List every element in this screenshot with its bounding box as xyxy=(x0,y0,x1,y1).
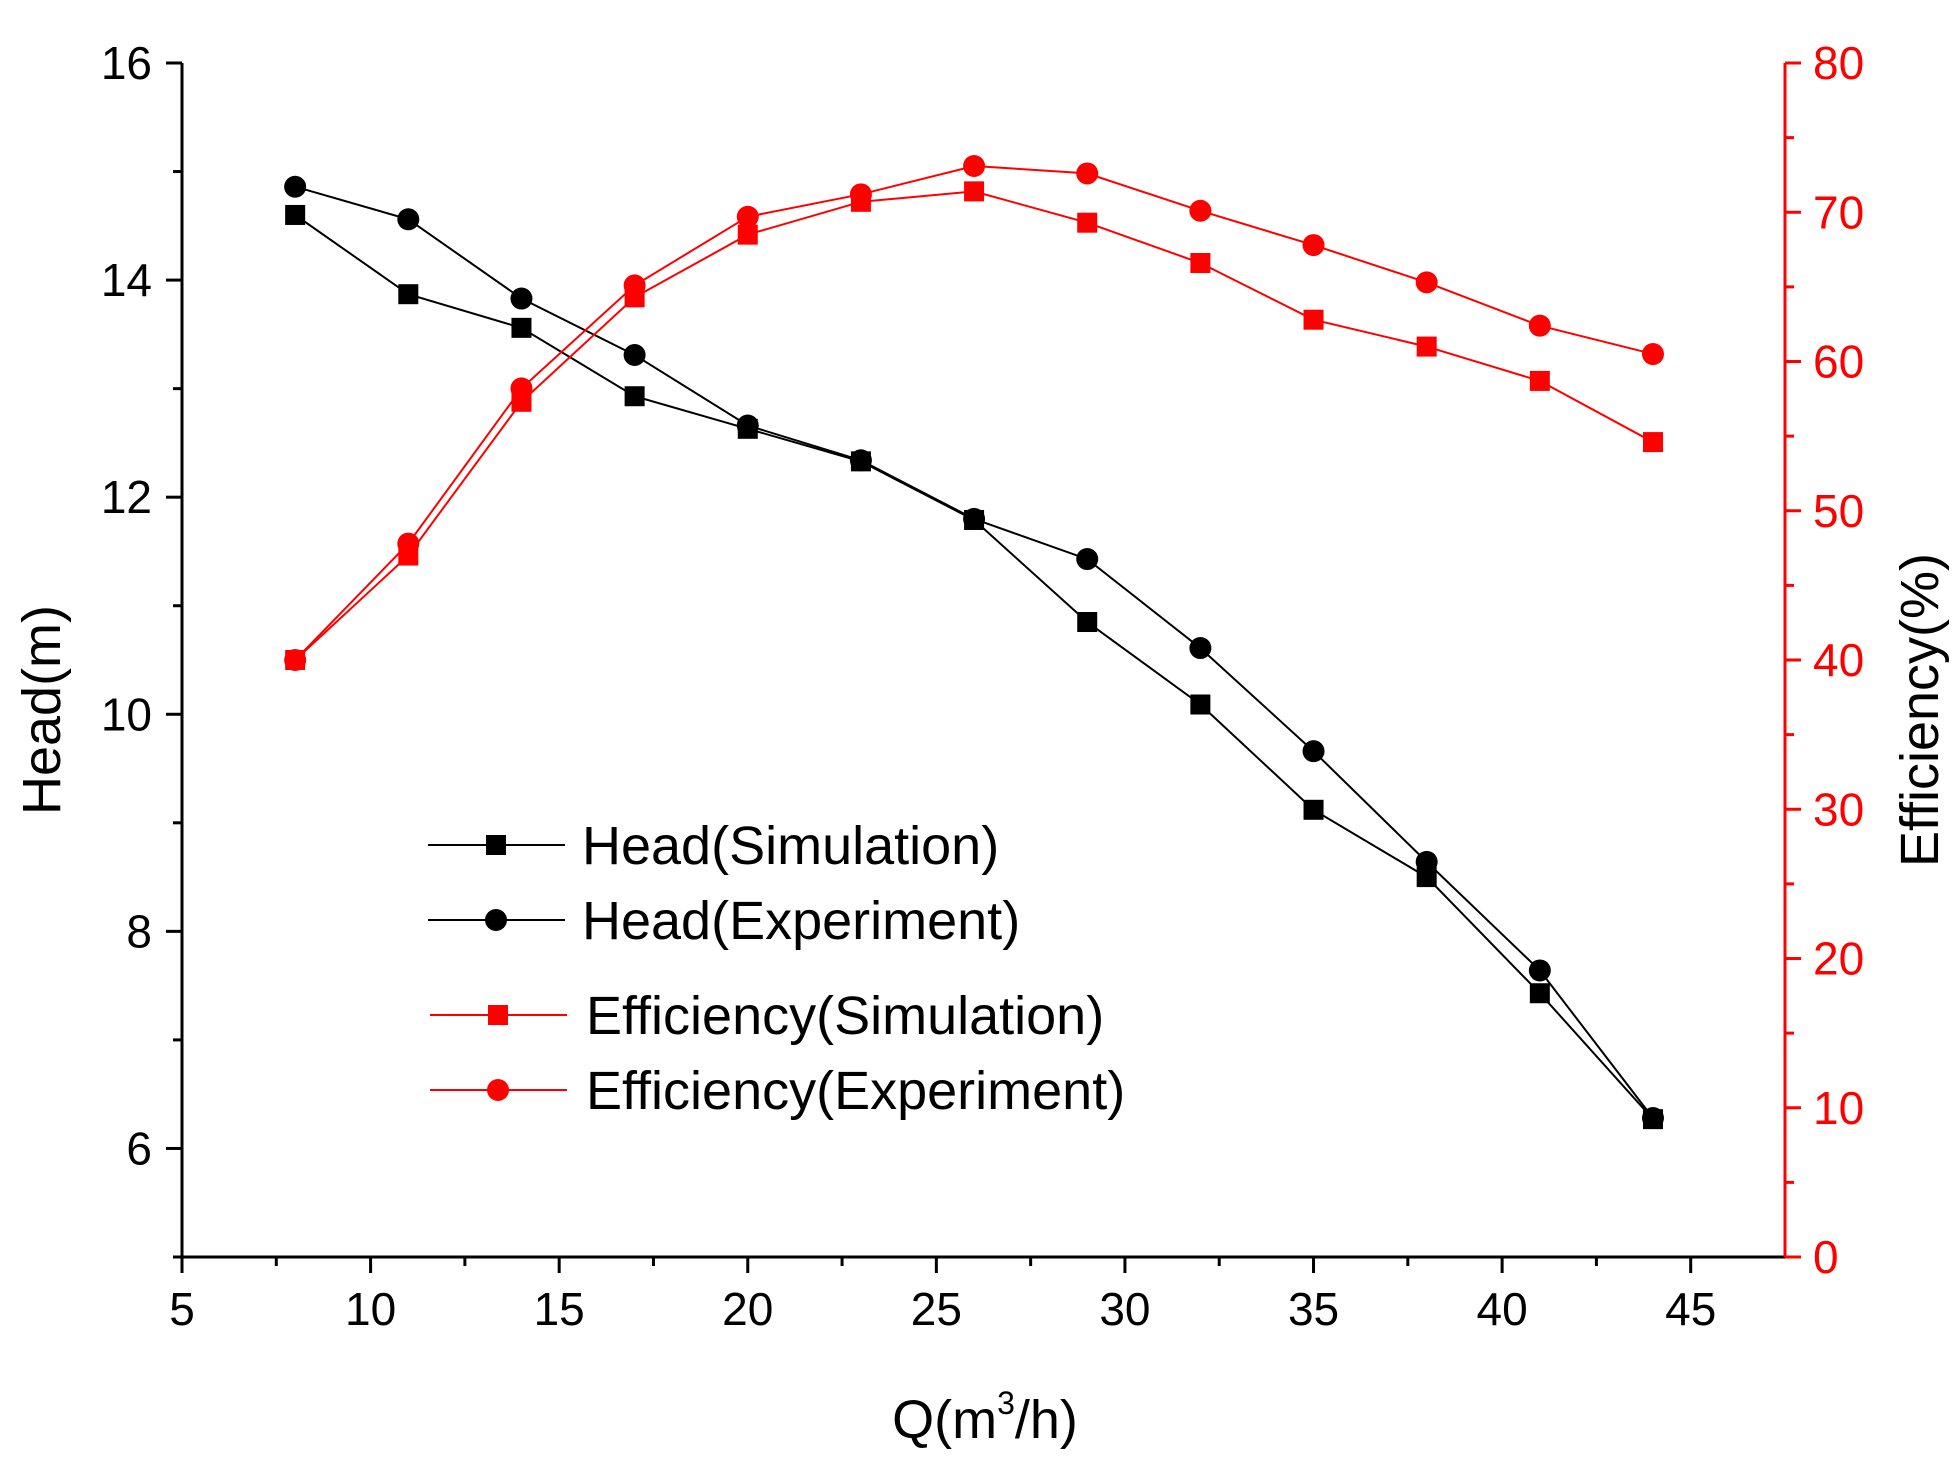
data-point xyxy=(623,274,646,297)
data-point xyxy=(284,175,307,198)
data-point xyxy=(963,507,986,530)
y2-tick-label: 60 xyxy=(1813,336,1864,388)
x-tick-label: 10 xyxy=(345,1283,396,1335)
data-point xyxy=(1190,252,1211,273)
legend-item: Head(Experiment) xyxy=(428,891,1020,951)
series-efficiency-simulation xyxy=(285,181,1663,670)
data-point xyxy=(964,181,985,202)
y-tick-label: 10 xyxy=(101,688,152,740)
ticks: 5 10 15 20 25 30 35 40 45 6 8 10 12 14 16 0 10 20 30 40 50 60… xyxy=(101,37,1864,1335)
data-point xyxy=(1528,314,1551,337)
y-tick-label: 6 xyxy=(126,1122,152,1174)
legend-item: Head(Simulation) xyxy=(428,816,999,876)
series-layer xyxy=(284,154,1664,1130)
legend-marker xyxy=(486,835,506,855)
y-axis-title: Head(m) xyxy=(12,605,72,815)
data-point xyxy=(1076,162,1099,185)
data-point xyxy=(1415,271,1438,294)
data-point xyxy=(1076,548,1099,571)
legend-label: Efficiency(Simulation) xyxy=(586,986,1104,1046)
data-point xyxy=(1642,432,1663,453)
y2-tick-label: 50 xyxy=(1813,485,1864,537)
data-point xyxy=(397,208,420,231)
series-head-experiment xyxy=(284,175,1664,1130)
x-tick-label: 35 xyxy=(1288,1283,1339,1335)
y2-tick-label: 40 xyxy=(1813,634,1864,686)
series-line xyxy=(294,214,1654,1120)
x-tick-label: 40 xyxy=(1477,1283,1528,1335)
data-point xyxy=(1189,637,1212,660)
data-point xyxy=(1077,212,1098,233)
data-point xyxy=(963,154,986,177)
y2-tick-label: 20 xyxy=(1813,933,1864,985)
x-tick-label: 25 xyxy=(911,1283,962,1335)
data-point xyxy=(1189,199,1212,222)
data-point xyxy=(736,205,759,228)
legend-label: Efficiency(Experiment) xyxy=(586,1061,1125,1121)
y2-axis-title: Efficiency(%) xyxy=(1890,553,1950,867)
data-point xyxy=(1641,343,1664,366)
x-axis-title: Q(m3/h) xyxy=(892,1385,1078,1450)
data-point xyxy=(1302,234,1325,257)
data-point xyxy=(510,377,533,400)
data-point xyxy=(1641,1107,1664,1130)
legend-marker xyxy=(488,1005,508,1025)
data-point xyxy=(1529,983,1550,1004)
data-point xyxy=(1415,850,1438,873)
y2-tick-label: 80 xyxy=(1813,37,1864,89)
data-point xyxy=(849,449,872,472)
y-tick-label: 12 xyxy=(101,471,152,523)
data-point xyxy=(1190,694,1211,715)
data-point xyxy=(1416,867,1437,888)
x-tick-label: 30 xyxy=(1099,1283,1150,1335)
x-tick-label: 15 xyxy=(534,1283,585,1335)
data-point xyxy=(736,414,759,437)
series-line xyxy=(294,185,1654,1119)
y2-tick-label: 70 xyxy=(1813,186,1864,238)
data-point xyxy=(623,343,646,366)
data-point xyxy=(511,317,532,338)
data-point xyxy=(1528,959,1551,982)
data-point xyxy=(398,284,419,305)
y2-tick-label: 10 xyxy=(1813,1082,1864,1134)
x-tick-label: 5 xyxy=(169,1283,195,1335)
y-tick-label: 16 xyxy=(101,37,152,89)
legend: Head(Simulation) Head(Experiment) Efficien… xyxy=(428,816,1125,1121)
data-point xyxy=(849,183,872,206)
legend-label: Head(Experiment) xyxy=(582,891,1020,951)
y-tick-label: 8 xyxy=(126,905,152,957)
x-axis-title-superscript: 3 xyxy=(997,1385,1015,1421)
legend-item: Efficiency(Simulation) xyxy=(430,986,1104,1046)
y-tick-label: 14 xyxy=(101,254,152,306)
data-point xyxy=(397,532,420,555)
data-point xyxy=(1303,309,1324,330)
data-point xyxy=(1416,336,1437,357)
legend-marker xyxy=(487,1079,509,1101)
data-point xyxy=(1302,740,1325,763)
data-point xyxy=(737,224,758,245)
series-line xyxy=(294,164,1654,661)
data-point xyxy=(285,204,306,225)
data-point xyxy=(1529,370,1550,391)
legend-marker xyxy=(485,909,507,931)
data-point xyxy=(624,386,645,407)
series-efficiency-experiment xyxy=(284,154,1664,671)
data-point xyxy=(284,649,307,671)
legend-item: Efficiency(Experiment) xyxy=(430,1061,1125,1121)
data-point xyxy=(510,287,533,310)
series-line xyxy=(294,190,1654,661)
legend-label: Head(Simulation) xyxy=(582,816,999,876)
x-tick-label: 45 xyxy=(1665,1283,1716,1335)
data-point xyxy=(1303,799,1324,820)
y2-tick-label: 0 xyxy=(1813,1231,1839,1283)
y2-tick-label: 30 xyxy=(1813,783,1864,835)
x-tick-label: 20 xyxy=(722,1283,773,1335)
data-point xyxy=(1077,612,1098,633)
